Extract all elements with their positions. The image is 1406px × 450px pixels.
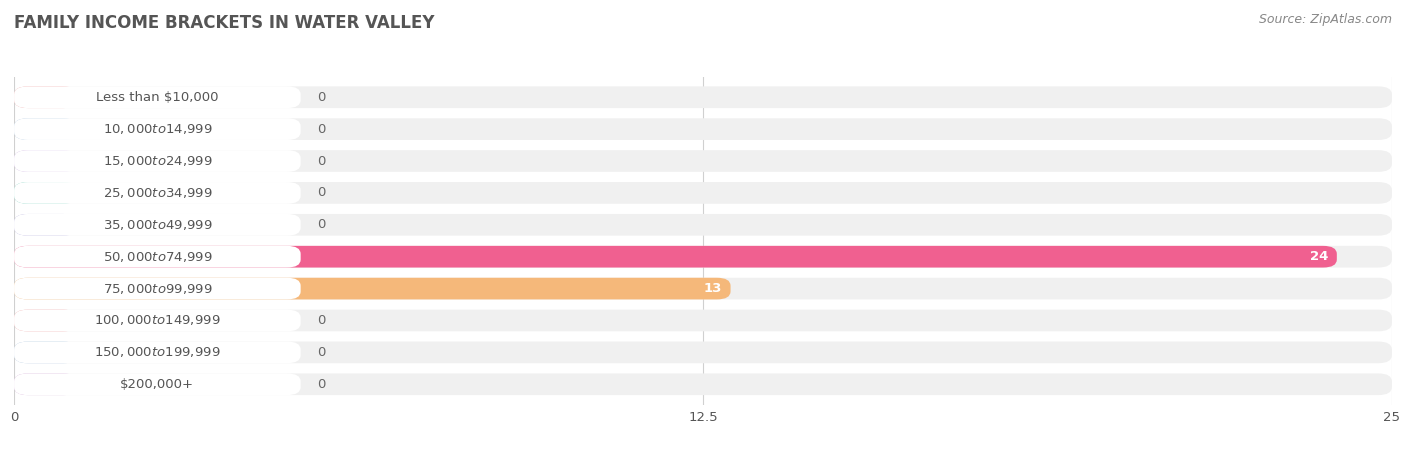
FancyBboxPatch shape [14, 310, 77, 331]
FancyBboxPatch shape [14, 246, 1337, 268]
FancyBboxPatch shape [14, 374, 1392, 395]
FancyBboxPatch shape [14, 342, 1392, 363]
Text: $35,000 to $49,999: $35,000 to $49,999 [103, 218, 212, 232]
Text: $200,000+: $200,000+ [121, 378, 194, 391]
FancyBboxPatch shape [14, 342, 301, 363]
Text: 0: 0 [318, 122, 326, 135]
FancyBboxPatch shape [14, 86, 77, 108]
Text: 0: 0 [318, 346, 326, 359]
FancyBboxPatch shape [14, 150, 77, 172]
FancyBboxPatch shape [14, 150, 301, 172]
Text: $75,000 to $99,999: $75,000 to $99,999 [103, 282, 212, 296]
Text: $100,000 to $149,999: $100,000 to $149,999 [94, 314, 221, 328]
Text: $25,000 to $34,999: $25,000 to $34,999 [103, 186, 212, 200]
Text: 13: 13 [704, 282, 723, 295]
FancyBboxPatch shape [14, 278, 301, 299]
FancyBboxPatch shape [14, 118, 77, 140]
FancyBboxPatch shape [14, 182, 301, 204]
FancyBboxPatch shape [14, 182, 1392, 204]
FancyBboxPatch shape [14, 374, 301, 395]
Text: FAMILY INCOME BRACKETS IN WATER VALLEY: FAMILY INCOME BRACKETS IN WATER VALLEY [14, 14, 434, 32]
Text: 0: 0 [318, 218, 326, 231]
FancyBboxPatch shape [14, 182, 77, 204]
FancyBboxPatch shape [14, 118, 1392, 140]
FancyBboxPatch shape [14, 150, 1392, 172]
FancyBboxPatch shape [14, 342, 77, 363]
FancyBboxPatch shape [14, 214, 77, 236]
FancyBboxPatch shape [14, 214, 301, 236]
Text: 0: 0 [318, 91, 326, 104]
Text: 0: 0 [318, 314, 326, 327]
FancyBboxPatch shape [14, 118, 301, 140]
FancyBboxPatch shape [14, 246, 301, 268]
FancyBboxPatch shape [14, 278, 1392, 299]
FancyBboxPatch shape [14, 86, 1392, 108]
Text: Source: ZipAtlas.com: Source: ZipAtlas.com [1258, 14, 1392, 27]
FancyBboxPatch shape [14, 310, 1392, 331]
Text: 0: 0 [318, 378, 326, 391]
Text: $15,000 to $24,999: $15,000 to $24,999 [103, 154, 212, 168]
Text: $150,000 to $199,999: $150,000 to $199,999 [94, 346, 221, 360]
FancyBboxPatch shape [14, 278, 731, 299]
FancyBboxPatch shape [14, 310, 301, 331]
FancyBboxPatch shape [14, 86, 301, 108]
Text: $50,000 to $74,999: $50,000 to $74,999 [103, 250, 212, 264]
Text: 0: 0 [318, 186, 326, 199]
FancyBboxPatch shape [14, 246, 1392, 268]
FancyBboxPatch shape [14, 214, 1392, 236]
Text: 24: 24 [1310, 250, 1329, 263]
Text: 0: 0 [318, 154, 326, 167]
FancyBboxPatch shape [14, 374, 77, 395]
Text: $10,000 to $14,999: $10,000 to $14,999 [103, 122, 212, 136]
Text: Less than $10,000: Less than $10,000 [96, 91, 218, 104]
